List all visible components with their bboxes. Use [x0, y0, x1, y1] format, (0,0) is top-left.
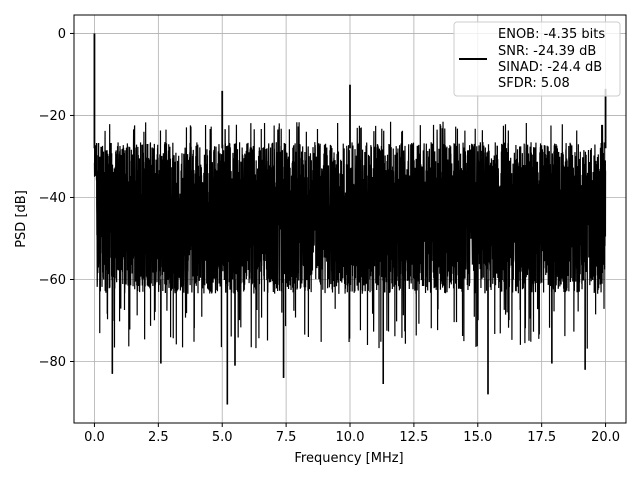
psd-trace [93, 121, 607, 405]
y-tick-label: −80 [39, 355, 66, 370]
x-tick-label: 0.0 [84, 430, 105, 445]
y-tick-label: −40 [39, 191, 66, 206]
x-tick-label: 15.0 [463, 430, 492, 445]
legend-snr: SNR: -24.39 dB [498, 44, 596, 59]
x-tick-label: 5.0 [212, 430, 233, 445]
x-tick-label: 12.5 [399, 430, 428, 445]
legend-enob: ENOB: -4.35 bits [498, 27, 605, 42]
x-axis-label: Frequency [MHz] [294, 451, 403, 466]
x-tick-label: 7.5 [276, 430, 297, 445]
x-axis-ticks: 0.0 2.5 5.0 7.5 10.0 12.5 15.0 17.5 20.0 [84, 423, 620, 445]
y-tick-label: −20 [39, 109, 66, 124]
x-tick-label: 10.0 [336, 430, 365, 445]
y-tick-label: −60 [39, 273, 66, 288]
plot-frame [73, 14, 627, 424]
legend: ENOB: -4.35 bits SNR: -24.39 dB SINAD: -… [453, 21, 621, 97]
legend-box [453, 21, 621, 97]
x-tick-label: 17.5 [527, 430, 556, 445]
psd-series [93, 33, 607, 405]
x-tick-label: 20.0 [591, 430, 620, 445]
legend-sfdr: SFDR: 5.08 [498, 76, 570, 91]
x-tick-label: 2.5 [148, 430, 169, 445]
y-tick-label: 0 [58, 27, 66, 42]
legend-sinad: SINAD: -24.4 dB [498, 60, 602, 75]
y-axis-label: PSD [dB] [14, 190, 29, 248]
y-axis-ticks: 0 −20 −40 −60 −80 [39, 27, 74, 370]
